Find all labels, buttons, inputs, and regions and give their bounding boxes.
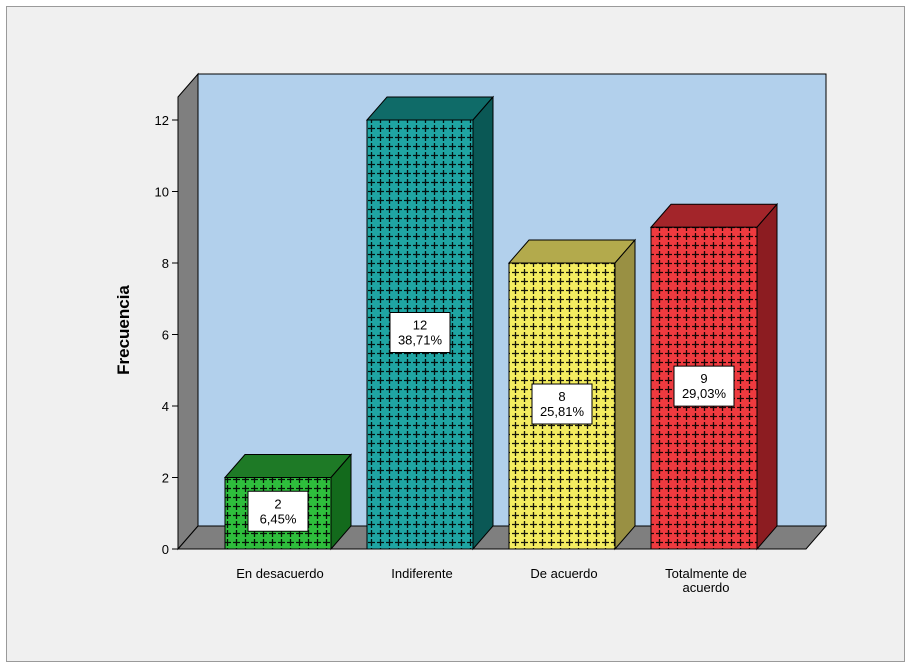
data-label-count: 8 bbox=[558, 389, 565, 404]
y-tick-label: 2 bbox=[162, 471, 169, 486]
data-label-count: 12 bbox=[413, 318, 427, 333]
data-label-count: 2 bbox=[274, 496, 281, 511]
data-label-percent: 25,81% bbox=[540, 404, 585, 419]
data-label-box bbox=[673, 365, 735, 407]
bar-top bbox=[365, 96, 495, 121]
data-label-box bbox=[247, 490, 309, 532]
bar-side bbox=[472, 95, 494, 551]
bar-top bbox=[507, 239, 637, 264]
data-label-percent: 38,71% bbox=[398, 333, 443, 348]
bars-group bbox=[223, 95, 779, 551]
bar-top bbox=[223, 454, 353, 478]
data-label-4: 929,03% bbox=[673, 365, 735, 407]
data-label-percent: 29,03% bbox=[682, 386, 727, 401]
data-label-1: 26,45% bbox=[247, 490, 309, 532]
bar-top bbox=[649, 203, 779, 228]
left-wall bbox=[177, 72, 199, 551]
category-label-2: Indiferente bbox=[391, 566, 452, 581]
data-label-3: 825,81% bbox=[531, 383, 593, 425]
y-tick-label: 10 bbox=[155, 185, 169, 200]
y-axis-title: Frecuencia bbox=[114, 285, 133, 375]
x-axis-labels: En desacuerdo Indiferente De acuerdo Totalm… bbox=[236, 566, 747, 595]
data-label-count: 9 bbox=[700, 371, 707, 386]
chart-frame: 2 6,45% 12 38,71% 8 25,81% 9 29,03% 0 2 4 6 8 10 12 E… bbox=[6, 6, 905, 662]
bar-side bbox=[756, 202, 778, 551]
y-tick-label: 4 bbox=[162, 399, 169, 414]
y-tick-label: 0 bbox=[162, 542, 169, 557]
data-label-percent: 6,45% bbox=[260, 511, 297, 526]
data-label-box bbox=[531, 383, 593, 425]
y-tick-label: 8 bbox=[162, 256, 169, 271]
data-label-box bbox=[389, 312, 451, 353]
bar-2 bbox=[365, 95, 495, 551]
category-label-1: En desacuerdo bbox=[236, 566, 323, 581]
bar-side bbox=[614, 238, 636, 551]
category-label-4: acuerdo bbox=[683, 580, 730, 595]
y-tick-label: 6 bbox=[162, 328, 169, 343]
y-tick-label: 12 bbox=[155, 113, 169, 128]
category-label-4: Totalmente de bbox=[665, 566, 747, 581]
y-axis: 0 2 4 6 8 10 12 bbox=[155, 97, 179, 557]
category-label-3: De acuerdo bbox=[530, 566, 597, 581]
bar-4 bbox=[649, 202, 779, 551]
